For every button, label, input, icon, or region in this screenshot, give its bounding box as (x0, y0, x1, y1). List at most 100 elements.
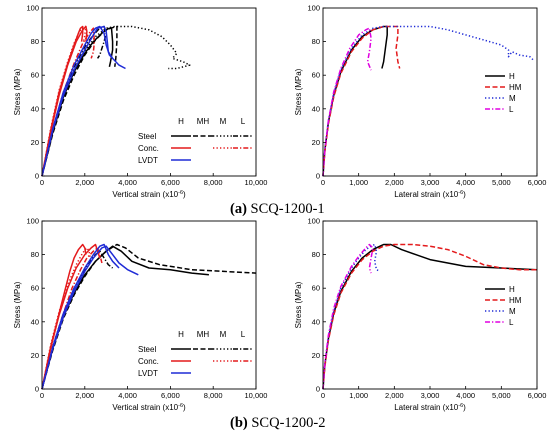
legend-label-conc: Conc. (138, 357, 159, 366)
y-tick-label: 80 (31, 250, 39, 259)
plot-frame (41, 7, 257, 177)
series-line-3 (41, 250, 114, 390)
y-tick-label: 0 (35, 385, 39, 394)
x-tick-label: 2,000 (385, 178, 404, 187)
x-tick-label: 0 (40, 178, 44, 187)
x-tick-label: 4,000 (118, 178, 137, 187)
x-tick-label: 10,000 (245, 178, 268, 187)
y-tick-label: 100 (26, 4, 39, 13)
x-tick-label: 5,000 (492, 178, 511, 187)
legend-header-h: H (178, 330, 184, 339)
legend-label-hm: HM (509, 296, 522, 305)
y-tick-label: 60 (312, 284, 320, 293)
x-tick-label: 8,000 (204, 391, 223, 400)
series-line-1 (322, 243, 538, 390)
legend-label-m: M (509, 307, 516, 316)
y-tick-label: 100 (307, 217, 320, 226)
caption-b-tag: (b) (230, 415, 248, 431)
plot-frame (322, 7, 538, 177)
series-line-8 (41, 245, 139, 390)
x-tick-label: 0 (40, 391, 44, 400)
y-tick-label: 40 (312, 104, 320, 113)
x-tick-label: 2,000 (75, 391, 94, 400)
series-line-10 (41, 25, 114, 177)
y-tick-label: 40 (312, 317, 320, 326)
y-tick-label: 0 (316, 385, 320, 394)
y-tick-label: 80 (312, 250, 320, 259)
series-line-4 (322, 243, 374, 390)
x-tick-label: 3,000 (421, 391, 440, 400)
x-tick-label: 0 (321, 178, 325, 187)
legend-label-lvdt: LVDT (138, 369, 158, 378)
series-line-4 (322, 27, 372, 177)
chart-panel-3: 0 2,000 4,000 6,000 8,000 10,000 0 20 40 60 80 100 V… (13, 217, 267, 413)
y-tick-label: 0 (35, 172, 39, 181)
x-tick-label: 2,000 (385, 391, 404, 400)
legend-header-m: M (220, 330, 227, 339)
plot-frame (41, 220, 257, 390)
legend-label-steel: Steel (138, 345, 156, 354)
caption-a-text: SCQ-1200-1 (247, 201, 325, 217)
x-tick-label: 1,000 (349, 178, 368, 187)
legend-label-m: M (509, 94, 516, 103)
legend-label-conc: Conc. (138, 144, 159, 153)
series-line-3 (322, 243, 381, 390)
chart-panel-1: 0 2,000 4,000 6,000 8,000 10,000 0 20 40 60 80 100 V… (13, 4, 267, 200)
legend-label-l: L (509, 318, 514, 327)
series-line-6 (41, 247, 91, 390)
x-axis-label: Lateral strain (x10-6) (394, 190, 466, 199)
y-tick-label: 100 (26, 217, 39, 226)
legend-label-lvdt: LVDT (138, 156, 158, 165)
x-tick-label: 0 (321, 391, 325, 400)
chart-panel-4: 0 1,000 2,000 3,000 4,000 5,000 6,000 0 20 40 60 80… (294, 217, 546, 413)
legend-label-h: H (509, 285, 515, 294)
x-tick-label: 1,000 (349, 391, 368, 400)
x-tick-label: 4,000 (456, 178, 475, 187)
y-axis-label: Stress (MPa) (294, 281, 303, 328)
series-line-3 (41, 25, 191, 177)
legend: H HM ML (485, 72, 522, 114)
caption-a-tag: (a) (230, 201, 247, 217)
y-tick-label: 0 (316, 172, 320, 181)
x-tick-label: 10,000 (245, 391, 268, 400)
x-axis-label: Vertical strain (x10-6) (112, 190, 186, 199)
chart-panel-2: 0 1,000 2,000 3,000 4,000 5,000 6,000 0 20 40 60 80… (294, 4, 546, 200)
legend: H HM ML (485, 285, 522, 327)
legend-label-hm: HM (509, 83, 522, 92)
legend: H MH M L Steel Conc. LVDT (138, 117, 253, 165)
caption-b: (b) SCQ-1200-2 (230, 415, 325, 431)
series-line-8 (41, 27, 96, 177)
y-tick-label: 40 (31, 104, 39, 113)
y-tick-label: 40 (31, 317, 39, 326)
y-tick-label: 20 (31, 138, 39, 147)
y-tick-label: 100 (307, 4, 320, 13)
series-line-9 (41, 243, 120, 390)
series-line-7 (41, 25, 87, 177)
legend-header-l: L (241, 330, 246, 339)
legend-header-l: L (241, 117, 246, 126)
y-axis-label: Stress (MPa) (13, 68, 22, 115)
x-axis-label: Vertical strain (x10-6) (112, 403, 186, 412)
y-tick-label: 20 (312, 351, 320, 360)
series-line-3 (322, 25, 534, 177)
y-axis-label: Stress (MPa) (294, 68, 303, 115)
series-line-5 (41, 243, 101, 390)
y-tick-label: 20 (31, 351, 39, 360)
y-tick-label: 80 (31, 37, 39, 46)
legend-header-mh: MH (197, 117, 210, 126)
x-tick-label: 6,000 (528, 391, 547, 400)
plot-frame (322, 220, 538, 390)
caption-b-text: SCQ-1200-2 (248, 415, 326, 431)
y-axis-label: Stress (MPa) (13, 281, 22, 328)
x-tick-label: 3,000 (421, 178, 440, 187)
legend-label-steel: Steel (138, 132, 156, 141)
series-line-2 (322, 25, 401, 177)
x-tick-label: 4,000 (456, 391, 475, 400)
series-line-2 (41, 243, 257, 390)
y-tick-label: 80 (312, 37, 320, 46)
y-tick-label: 20 (312, 138, 320, 147)
x-tick-label: 2,000 (75, 178, 94, 187)
series-line-6 (41, 25, 88, 177)
y-tick-label: 60 (312, 71, 320, 80)
